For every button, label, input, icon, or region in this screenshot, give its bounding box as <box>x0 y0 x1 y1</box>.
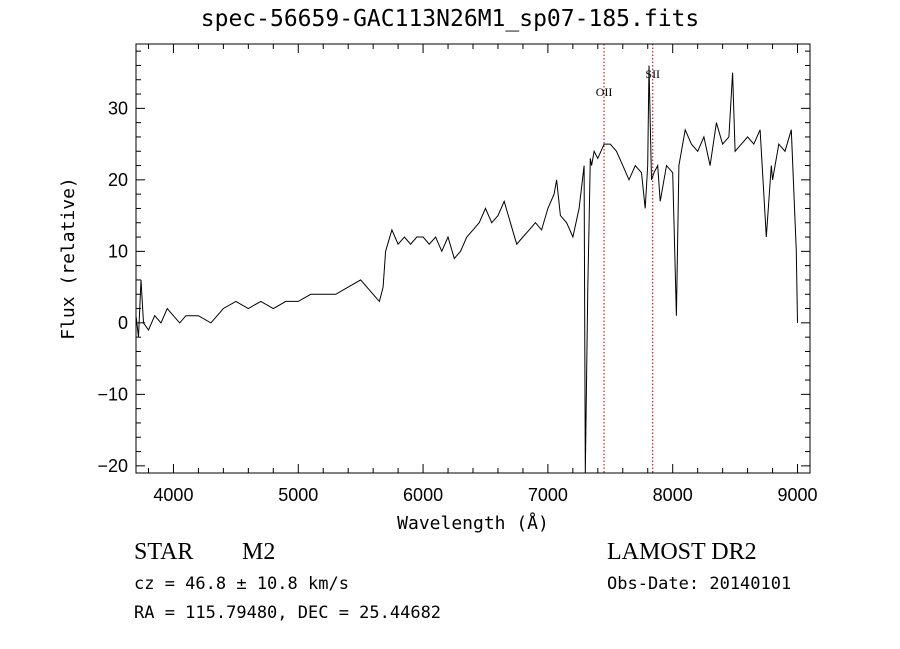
y-tick-label: 30 <box>108 98 128 118</box>
x-tick-label: 8000 <box>653 485 693 505</box>
y-tick-label: −10 <box>97 384 128 404</box>
plot-frame <box>135 43 811 474</box>
chart-title: spec-56659-GAC113N26M1_sp07-185.fits <box>200 6 700 32</box>
x-tick-label: 9000 <box>777 485 817 505</box>
y-axis-label: Flux (relative) <box>58 177 79 340</box>
emission-marker-label: SII <box>645 67 660 81</box>
spectrum-line <box>135 65 798 474</box>
y-tick-label: 10 <box>108 241 128 261</box>
y-tick-label: 20 <box>108 170 128 190</box>
y-tick-label: 0 <box>118 313 128 333</box>
tick-layer: 4000 5000 6000 7000 8000 9000 −20 −10 0 10 20 30 <box>97 44 818 505</box>
emission-marker-label: OII <box>596 85 613 99</box>
x-tick-label: 7000 <box>528 485 568 505</box>
object-class: STAR <box>134 539 194 565</box>
observation-date: Obs-Date: 20140101 <box>607 574 792 594</box>
marker-layer: OII SII <box>596 44 660 473</box>
survey-name: LAMOST DR2 <box>607 539 757 565</box>
y-tick-label: −20 <box>97 456 128 476</box>
x-axis-label: Wavelength (Å) <box>397 512 549 534</box>
object-subclass: M2 <box>242 539 276 565</box>
sky-coordinates: RA = 115.79480, DEC = 25.44682 <box>134 603 442 623</box>
redshift-cz: cz = 46.8 ± 10.8 km/s <box>134 574 349 594</box>
curve-layer <box>135 65 798 474</box>
x-tick-label: 6000 <box>403 485 443 505</box>
x-tick-label: 5000 <box>278 485 318 505</box>
x-tick-label: 4000 <box>153 485 193 505</box>
